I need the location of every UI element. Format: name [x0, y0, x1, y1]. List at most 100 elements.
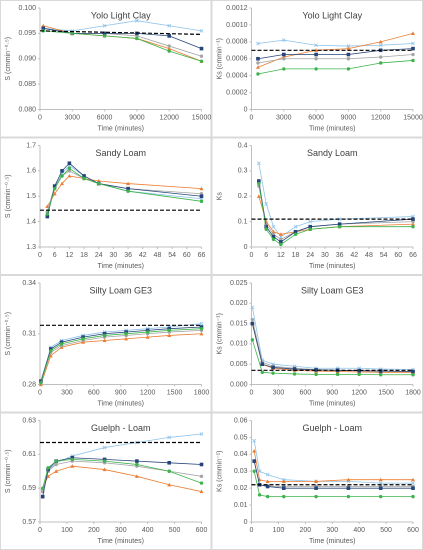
x-tick-label: 0: [250, 527, 254, 534]
marker: [102, 23, 107, 28]
y-axis-label: S (cmmin⁻⁰·⁵): [4, 312, 12, 356]
marker: [378, 369, 383, 373]
marker: [41, 23, 46, 28]
x-tick-label: 0: [38, 114, 42, 121]
x-tick-label: 54: [380, 252, 388, 259]
marker: [256, 194, 261, 198]
marker: [134, 474, 139, 478]
series-line: [253, 471, 413, 498]
marker: [135, 36, 139, 41]
panel: Silty Loam GE3 Time (minutes) Ks (cmmin⁻¹)…: [211, 275, 423, 413]
marker: [256, 56, 260, 61]
marker: [260, 362, 265, 366]
y-tick-label: 0.025: [230, 280, 248, 287]
marker: [378, 43, 383, 48]
marker: [135, 462, 139, 467]
series-line: [42, 465, 202, 492]
y-tick-label: 0.34: [22, 280, 36, 287]
x-tick-label: 54: [168, 252, 176, 259]
marker: [379, 55, 383, 59]
marker: [167, 49, 171, 53]
marker: [96, 179, 101, 183]
y-tick-label: 0.085: [18, 81, 36, 88]
marker: [256, 41, 260, 46]
series-line: [253, 440, 413, 484]
y-tick-label: 0.095: [18, 30, 36, 37]
marker: [67, 166, 72, 171]
y-tick-label: 0.100: [18, 5, 36, 12]
series-line: [46, 175, 202, 207]
marker: [346, 44, 351, 48]
marker: [102, 467, 107, 472]
marker: [67, 173, 72, 178]
x-tick-label: 42: [350, 252, 358, 259]
marker: [411, 486, 415, 490]
marker: [346, 67, 351, 71]
marker: [346, 52, 351, 57]
marker: [264, 201, 269, 206]
x-tick-label: 36: [124, 252, 132, 259]
x-tick-label: 6000: [97, 114, 113, 121]
x-tick-label: 6: [264, 252, 268, 259]
marker: [82, 176, 86, 181]
x-tick-label: 0: [38, 252, 42, 259]
x-tick-label: 60: [183, 252, 191, 259]
marker: [279, 242, 283, 247]
x-tick-label: 0: [38, 389, 42, 396]
marker: [411, 494, 415, 499]
marker: [278, 232, 283, 236]
marker: [255, 65, 260, 69]
reference-line: [39, 30, 202, 35]
x-tick-label: 100: [61, 527, 73, 534]
marker: [282, 52, 286, 57]
series-line: [258, 180, 414, 243]
marker: [335, 372, 340, 377]
marker: [97, 181, 101, 186]
marker: [411, 41, 415, 46]
x-tick-label: 500: [380, 527, 392, 534]
marker: [257, 179, 261, 183]
x-tick-label: 0: [250, 114, 254, 121]
y-tick-label: 0.01: [234, 502, 248, 509]
x-tick-label: 3000: [65, 114, 81, 121]
marker: [271, 235, 276, 239]
marker: [252, 448, 257, 453]
y-tick-label: 0.020: [230, 300, 248, 307]
x-tick-label: 600: [407, 527, 419, 534]
series-line: [42, 457, 202, 497]
y-tick-label: 0.3: [238, 168, 248, 175]
marker: [271, 365, 275, 370]
y-tick-label: 0.28: [22, 381, 36, 388]
series-line: [252, 319, 414, 372]
marker: [167, 46, 172, 51]
x-tick-label: 300: [273, 389, 285, 396]
marker: [314, 67, 318, 71]
marker: [308, 219, 313, 224]
series-line: [42, 459, 202, 489]
marker: [70, 457, 75, 462]
marker: [70, 31, 75, 36]
marker: [199, 489, 204, 494]
marker: [378, 486, 383, 490]
y-tick-label: 0.015: [230, 320, 248, 327]
marker: [167, 469, 171, 473]
marker: [337, 217, 342, 221]
x-tick-label: 300: [326, 527, 338, 534]
marker: [167, 435, 172, 440]
x-tick-label: 200: [88, 527, 100, 534]
y-axis-label: Ks (cmmin⁻¹): [216, 451, 223, 492]
series-line: [257, 32, 414, 68]
x-tick-label: 48: [154, 252, 162, 259]
marker: [52, 186, 57, 191]
y-tick-label: 0.010: [230, 341, 248, 348]
marker: [293, 224, 298, 229]
marker: [199, 186, 204, 191]
chart-title: Silty Loam GE3: [89, 285, 152, 295]
marker: [282, 486, 286, 490]
chart-title: Sandy Loam: [95, 148, 146, 158]
x-axis-label: Time (minutes): [98, 538, 144, 545]
x-tick-label: 12: [277, 252, 285, 259]
marker: [411, 369, 415, 374]
y-tick-label: 0.0012: [226, 5, 248, 12]
